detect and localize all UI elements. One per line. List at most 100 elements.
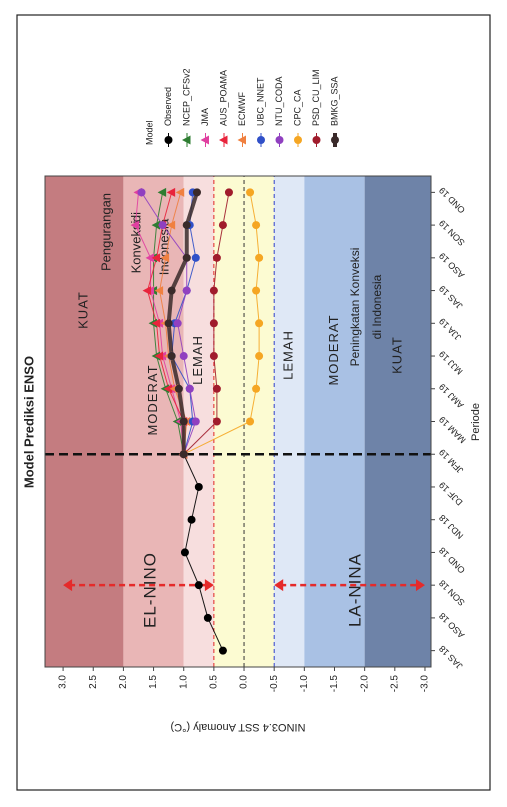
band-label: LEMAH (190, 335, 205, 385)
point (255, 352, 264, 361)
y-tick-label: 0.0 (239, 675, 250, 689)
point (166, 220, 176, 230)
y-tick-label: 2.0 (118, 675, 129, 689)
band (45, 176, 124, 667)
point (252, 384, 261, 393)
point (157, 187, 167, 197)
annotation: Konveksi (128, 221, 143, 274)
point (212, 253, 221, 262)
point (237, 135, 246, 145)
point (158, 221, 167, 230)
point (218, 646, 227, 655)
band-label: KUAT (389, 336, 404, 374)
point (192, 188, 201, 197)
point (275, 136, 284, 144)
legend-label: JMA (200, 108, 210, 126)
legend-title: Model (144, 120, 154, 145)
point (180, 548, 189, 557)
annotation: LA-NINA (345, 553, 364, 627)
y-tick-label: -1.5 (329, 675, 340, 693)
annotation: Peningkatan Konveksi (348, 248, 362, 367)
point (163, 384, 173, 394)
point (151, 220, 161, 230)
legend-item: Observed (163, 87, 173, 147)
point (154, 351, 164, 361)
y-tick-label: -2.0 (359, 675, 370, 693)
legend-item: PSD_CU_LIM (311, 69, 321, 147)
legend-item: BMKG_SSA (329, 76, 339, 147)
band (364, 176, 431, 667)
y-tick-label: 2.5 (88, 675, 99, 689)
point (167, 286, 176, 295)
point (331, 136, 339, 144)
legend-item: ECMWF (237, 92, 247, 147)
point (160, 253, 170, 263)
point (151, 318, 161, 328)
point (219, 135, 228, 145)
point (174, 384, 183, 393)
arrow-head (63, 579, 73, 592)
annotation: EL-NINO (140, 552, 159, 628)
point (252, 286, 261, 295)
point (179, 450, 188, 459)
point (194, 482, 203, 491)
point (185, 384, 194, 393)
point (175, 187, 185, 197)
legend-label: ECMWF (237, 92, 247, 126)
point (182, 286, 191, 295)
point (212, 384, 221, 393)
band-label: KUAT (76, 291, 91, 329)
point (151, 253, 161, 263)
point (154, 286, 164, 296)
point (212, 417, 221, 426)
point (200, 135, 209, 145)
y-tick-label: 1.5 (148, 675, 159, 689)
band-label: MODERAT (145, 364, 160, 435)
y-tick-label: 0.5 (209, 675, 220, 689)
legend-item: NCEP_CFSv2 (181, 68, 191, 147)
point (191, 253, 200, 262)
band (304, 176, 365, 667)
point (173, 319, 182, 328)
point (246, 417, 255, 426)
legend-item: NTU_CODA (274, 76, 284, 147)
point (255, 319, 264, 328)
point (218, 221, 227, 230)
band (274, 176, 305, 667)
point (179, 352, 188, 361)
y-tick-label: -3.0 (420, 675, 431, 693)
band-label: LEMAH (281, 330, 296, 380)
point (166, 187, 176, 197)
point (137, 188, 146, 197)
point (142, 286, 152, 296)
point (191, 417, 200, 426)
point (257, 136, 265, 144)
point (167, 352, 176, 361)
point (145, 253, 155, 263)
chart-title: Model Prediksi ENSO (21, 356, 36, 488)
point (182, 221, 191, 230)
point (252, 221, 261, 230)
arrow-head (274, 579, 284, 592)
legend-label: UBC_NNET (255, 77, 265, 126)
legend-label: CPC_CA (292, 89, 302, 126)
legend-label: BMKG_SSA (329, 76, 339, 126)
legend-item: CPC_CA (292, 89, 302, 147)
legend-label: NTU_CODA (274, 76, 284, 126)
arrow-head (415, 579, 425, 592)
legend-label: NCEP_CFSv2 (181, 68, 191, 126)
point (164, 136, 173, 144)
point (255, 253, 264, 262)
band-label: MODERAT (326, 314, 341, 385)
legend-label: Observed (163, 87, 173, 126)
point (187, 515, 196, 524)
y-tick-label: 3.0 (58, 675, 69, 689)
y-axis-title: NINO3.4 SST Anomaly (°C) (170, 721, 305, 733)
point (209, 352, 218, 361)
legend-label: PSD_CU_LIM (311, 69, 321, 126)
x-axis-title: Periode (470, 403, 482, 441)
point (294, 136, 302, 144)
